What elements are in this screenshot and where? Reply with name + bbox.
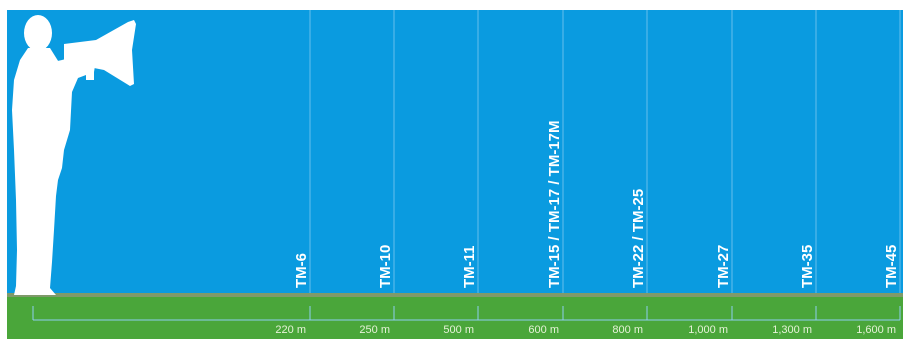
distance-label: 220 m: [275, 324, 306, 336]
distance-label: 500 m: [443, 324, 474, 336]
model-label: TM-6: [293, 253, 310, 288]
distance-label: 250 m: [359, 324, 390, 336]
person-with-megaphone-icon: [12, 15, 136, 295]
model-label: TM-11: [461, 245, 478, 288]
distance-label: 600 m: [528, 324, 559, 336]
model-label: TM-15 / TM-17 / TM-17M: [546, 120, 563, 288]
distance-label: 800 m: [612, 324, 643, 336]
ground-edge: [7, 293, 903, 298]
range-marks: TM-6 220 m TM-10 250 m TM-11 500 m TM-15 / TM-…: [275, 10, 901, 336]
model-label: TM-35: [799, 245, 816, 288]
distance-label: 1,000 m: [688, 324, 728, 336]
sky-background: [7, 10, 903, 297]
model-label: TM-27: [715, 245, 732, 288]
distance-label: 1,600 m: [856, 324, 896, 336]
model-label: TM-45: [883, 245, 900, 288]
model-label: TM-22 / TM-25: [630, 189, 647, 288]
distance-label: 1,300 m: [772, 324, 812, 336]
model-label: TM-10: [377, 245, 394, 288]
ground-strip: [7, 297, 903, 339]
